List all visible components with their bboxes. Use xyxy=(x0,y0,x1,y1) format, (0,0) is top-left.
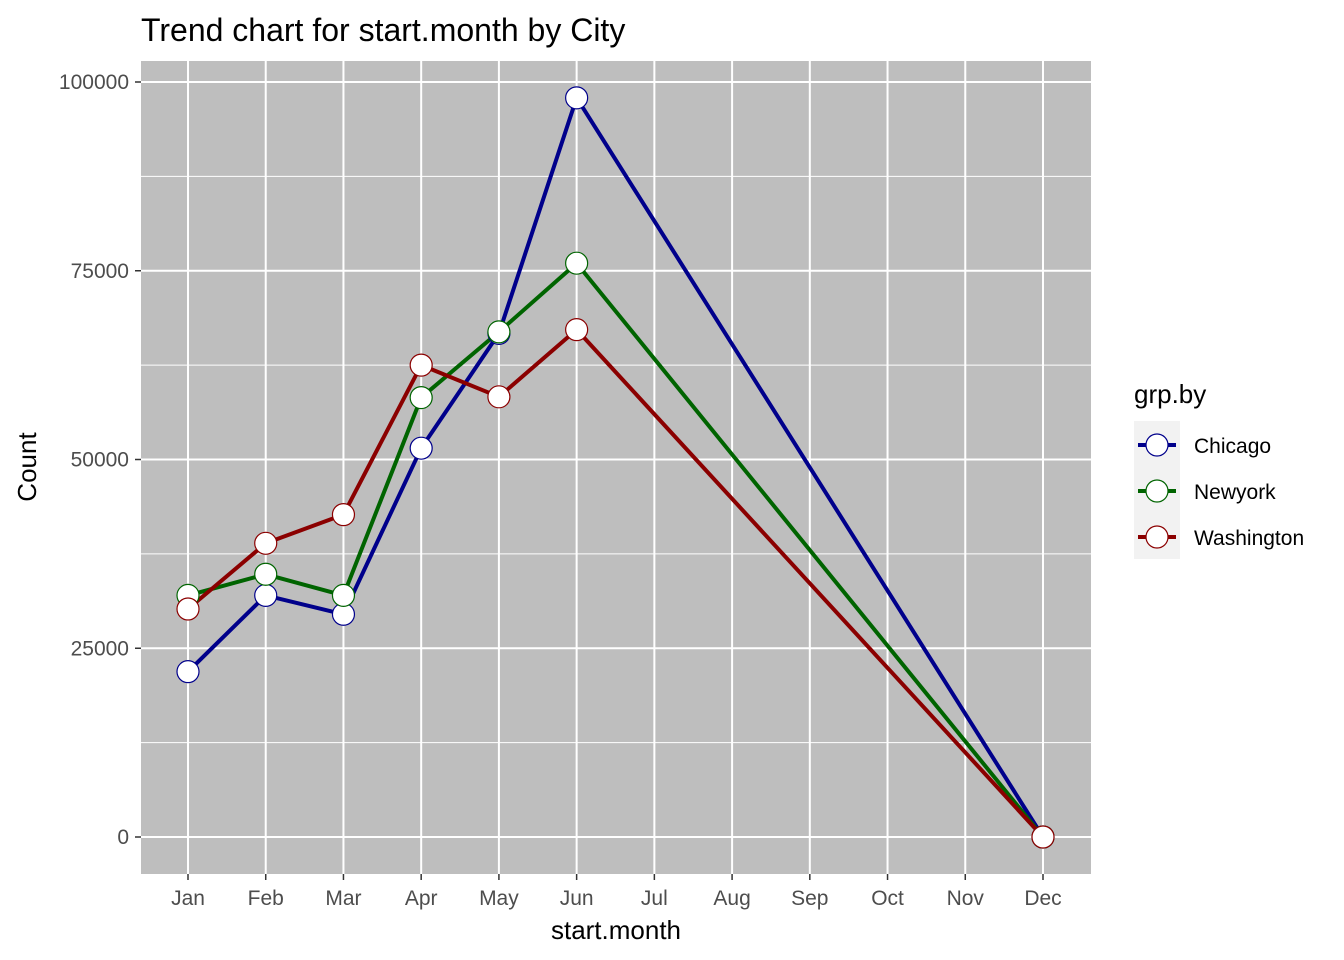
plot-panel xyxy=(141,61,1091,874)
data-point-newyork xyxy=(409,385,433,410)
data-point-washington xyxy=(1031,825,1055,849)
legend-label: Chicago xyxy=(1194,435,1271,458)
x-tick-label: Mar xyxy=(325,887,361,910)
x-tick-label: Sep xyxy=(791,887,828,910)
x-axis-title: start.month xyxy=(551,915,681,945)
data-point-newyork xyxy=(487,320,511,344)
data-point-washington xyxy=(331,503,356,527)
x-tick-label: Feb xyxy=(248,887,284,910)
x-tick-label: Aug xyxy=(713,887,750,910)
legend-title: grp.by xyxy=(1134,379,1206,409)
data-point-newyork xyxy=(254,562,278,586)
y-tick-label: 100000 xyxy=(59,71,129,94)
x-tick-label: Jun xyxy=(560,887,594,910)
legend-label: Washington xyxy=(1194,527,1304,550)
data-point-washington xyxy=(409,353,433,377)
legend: grp.by Chicago Newyork Washington xyxy=(1134,379,1304,559)
y-axis: 0 25000 50000 75000 100000 xyxy=(59,71,141,849)
data-point-newyork xyxy=(331,583,356,608)
y-tick-label: 25000 xyxy=(71,637,129,660)
x-tick-label: Jan xyxy=(171,887,205,910)
legend-key-point xyxy=(1145,479,1169,503)
y-tick-label: 75000 xyxy=(71,260,129,283)
chart-title: Trend chart for start.month by City xyxy=(141,12,625,48)
x-tick-label: Dec xyxy=(1024,887,1061,910)
data-point-chicago xyxy=(176,660,200,684)
x-axis: Jan Feb Mar Apr May Jun Jul Aug Sep Oct Nov Dec xyxy=(171,874,1062,910)
data-point-chicago xyxy=(409,436,433,460)
series-group xyxy=(176,86,1055,849)
legend-key-point xyxy=(1145,525,1169,549)
x-tick-label: Oct xyxy=(871,887,904,910)
y-tick-label: 50000 xyxy=(71,449,129,472)
x-tick-label: Apr xyxy=(405,887,438,910)
legend-key-point xyxy=(1145,433,1169,457)
x-tick-label: May xyxy=(479,887,519,910)
data-point-washington xyxy=(487,385,511,409)
y-tick-label: 0 xyxy=(117,826,129,849)
data-point-chicago xyxy=(254,583,278,608)
data-point-washington xyxy=(176,597,200,621)
data-point-chicago xyxy=(565,86,589,110)
legend-label: Newyork xyxy=(1194,481,1276,504)
x-tick-label: Jul xyxy=(641,887,668,910)
y-axis-title: Count xyxy=(12,432,42,502)
data-point-washington xyxy=(565,318,589,342)
data-point-washington xyxy=(254,531,278,555)
data-point-newyork xyxy=(565,251,589,275)
x-tick-label: Nov xyxy=(947,887,985,910)
